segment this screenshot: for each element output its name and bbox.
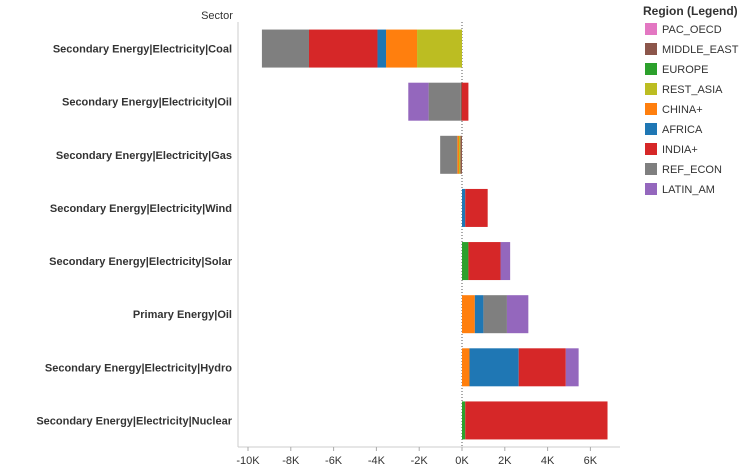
bar-segment-ref-econ-1[interactable] xyxy=(261,29,309,68)
plot-area xyxy=(261,22,608,447)
category-label: Secondary Energy|Electricity|Nuclear xyxy=(36,415,232,427)
x-tick-label: 4K xyxy=(541,455,555,467)
bar-segment-india-7[interactable] xyxy=(518,348,566,387)
bar-segment-africa-7[interactable] xyxy=(469,348,519,387)
legend-label: EUROPE xyxy=(662,64,708,76)
legend-item-europe[interactable]: EUROPE xyxy=(645,63,708,76)
bar-segment-africa-1[interactable] xyxy=(377,29,387,68)
legend-label: PAC_OECD xyxy=(662,24,722,36)
legend-label: LATIN_AM xyxy=(662,184,715,196)
legend-swatch xyxy=(645,123,657,135)
value-axis: -10K -8K -6K -4K -2K 0K 2K 4K 6K xyxy=(236,446,620,467)
x-tick-label: 2K xyxy=(498,455,512,467)
x-tick-label: -10K xyxy=(236,455,260,467)
legend-label: MIDDLE_EAST xyxy=(662,44,739,56)
legend-item-india[interactable]: INDIA+ xyxy=(645,143,698,156)
legend-item-pac-oecd[interactable]: PAC_OECD xyxy=(645,23,722,36)
legend-swatch xyxy=(645,63,657,75)
legend-label: CHINA+ xyxy=(662,104,703,116)
legend-label: AFRICA xyxy=(662,124,703,136)
bar-segment-europe-5[interactable] xyxy=(462,242,469,281)
bar-segment-china-7[interactable] xyxy=(462,348,470,387)
bar-segment-latin-am-6[interactable] xyxy=(506,295,529,334)
bar-segment-rest-asia-3[interactable] xyxy=(459,135,461,174)
legend-label: INDIA+ xyxy=(662,144,698,156)
x-tick-label: 0K xyxy=(455,455,469,467)
bar-segment-africa-4[interactable] xyxy=(462,188,466,227)
category-label: Secondary Energy|Electricity|Solar xyxy=(49,256,233,268)
legend-items: PAC_OECD MIDDLE_EAST EUROPE REST_ASIA CHINA+… xyxy=(645,23,739,196)
category-label: Secondary Energy|Electricity|Gas xyxy=(56,150,232,162)
x-tick-label: 6K xyxy=(584,455,598,467)
category-label: Secondary Energy|Electricity|Hydro xyxy=(45,362,232,374)
legend-label: REF_ECON xyxy=(662,164,722,176)
category-label: Primary Energy|Oil xyxy=(133,309,232,321)
category-label: Secondary Energy|Electricity|Wind xyxy=(50,203,232,215)
legend-item-rest-asia[interactable]: REST_ASIA xyxy=(645,83,723,96)
bar-segment-china-1[interactable] xyxy=(386,29,418,68)
legend-item-ref-econ[interactable]: REF_ECON xyxy=(645,163,722,176)
bar-segment-latin-am-2[interactable] xyxy=(408,82,429,121)
legend-swatch xyxy=(645,23,657,35)
bar-segment-india-2[interactable] xyxy=(462,82,469,121)
bar-segment-middle-east-3[interactable] xyxy=(460,135,462,174)
category-label: Secondary Energy|Electricity|Coal xyxy=(53,44,232,56)
legend-swatch xyxy=(645,83,657,95)
bar-segment-india-8[interactable] xyxy=(465,401,608,440)
x-tick-label: -2K xyxy=(411,455,429,467)
legend-swatch xyxy=(645,183,657,195)
legend-item-middle-east[interactable]: MIDDLE_EAST xyxy=(645,43,739,56)
legend-title: Region (Legend) xyxy=(643,4,738,18)
bar-segment-middle-east-2[interactable] xyxy=(460,82,462,121)
legend-swatch xyxy=(645,103,657,115)
bar-segment-europe-8[interactable] xyxy=(462,401,466,440)
legend-swatch xyxy=(645,43,657,55)
bar-segment-india-4[interactable] xyxy=(465,188,488,227)
bar-segment-india-5[interactable] xyxy=(468,242,501,281)
bar-segment-ref-econ-3[interactable] xyxy=(440,135,458,174)
legend-swatch xyxy=(645,163,657,175)
category-axis: Secondary Energy|Electricity|Coal Seconda… xyxy=(36,22,239,447)
bar-segment-ref-econ-6[interactable] xyxy=(483,295,507,334)
bar-segment-rest-asia-1[interactable] xyxy=(417,29,462,68)
legend-item-china[interactable]: CHINA+ xyxy=(645,103,703,116)
category-label: Secondary Energy|Electricity|Oil xyxy=(62,97,232,109)
bar-segment-latin-am-7[interactable] xyxy=(565,348,579,387)
bar-segment-india-1[interactable] xyxy=(308,29,378,68)
legend-swatch xyxy=(645,143,657,155)
bar-segment-ref-econ-2[interactable] xyxy=(428,82,461,121)
bar-segment-latin-am-5[interactable] xyxy=(500,242,511,281)
legend: Region (Legend) PAC_OECD MIDDLE_EAST EUROP… xyxy=(643,4,739,196)
x-tick-label: -8K xyxy=(282,455,300,467)
x-tick-label: -6K xyxy=(325,455,343,467)
row-header-label: Sector xyxy=(201,10,233,22)
legend-item-latin-am[interactable]: LATIN_AM xyxy=(645,183,715,196)
bar-segment-china-3[interactable] xyxy=(457,135,459,174)
legend-item-africa[interactable]: AFRICA xyxy=(645,123,703,136)
x-tick-label: -4K xyxy=(368,455,386,467)
bar-segment-china-6[interactable] xyxy=(462,295,475,334)
bar-segment-africa-6[interactable] xyxy=(474,295,484,334)
legend-label: REST_ASIA xyxy=(662,84,723,96)
